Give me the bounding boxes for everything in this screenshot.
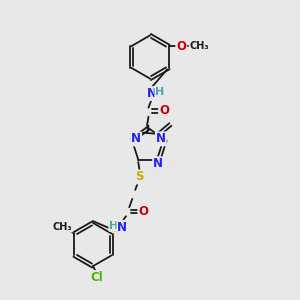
Text: H: H bbox=[155, 87, 164, 97]
Text: O: O bbox=[138, 205, 148, 218]
Text: N: N bbox=[117, 221, 128, 234]
Text: CH₃: CH₃ bbox=[52, 222, 72, 232]
Text: N: N bbox=[153, 157, 163, 170]
Text: N: N bbox=[131, 132, 141, 146]
Text: N: N bbox=[156, 132, 166, 146]
Text: N: N bbox=[146, 87, 157, 100]
Text: S: S bbox=[136, 170, 144, 184]
Text: O: O bbox=[159, 104, 169, 117]
Text: O: O bbox=[176, 40, 186, 53]
Text: Cl: Cl bbox=[90, 271, 103, 284]
Text: H: H bbox=[109, 221, 119, 231]
Text: CH₃: CH₃ bbox=[190, 41, 209, 51]
